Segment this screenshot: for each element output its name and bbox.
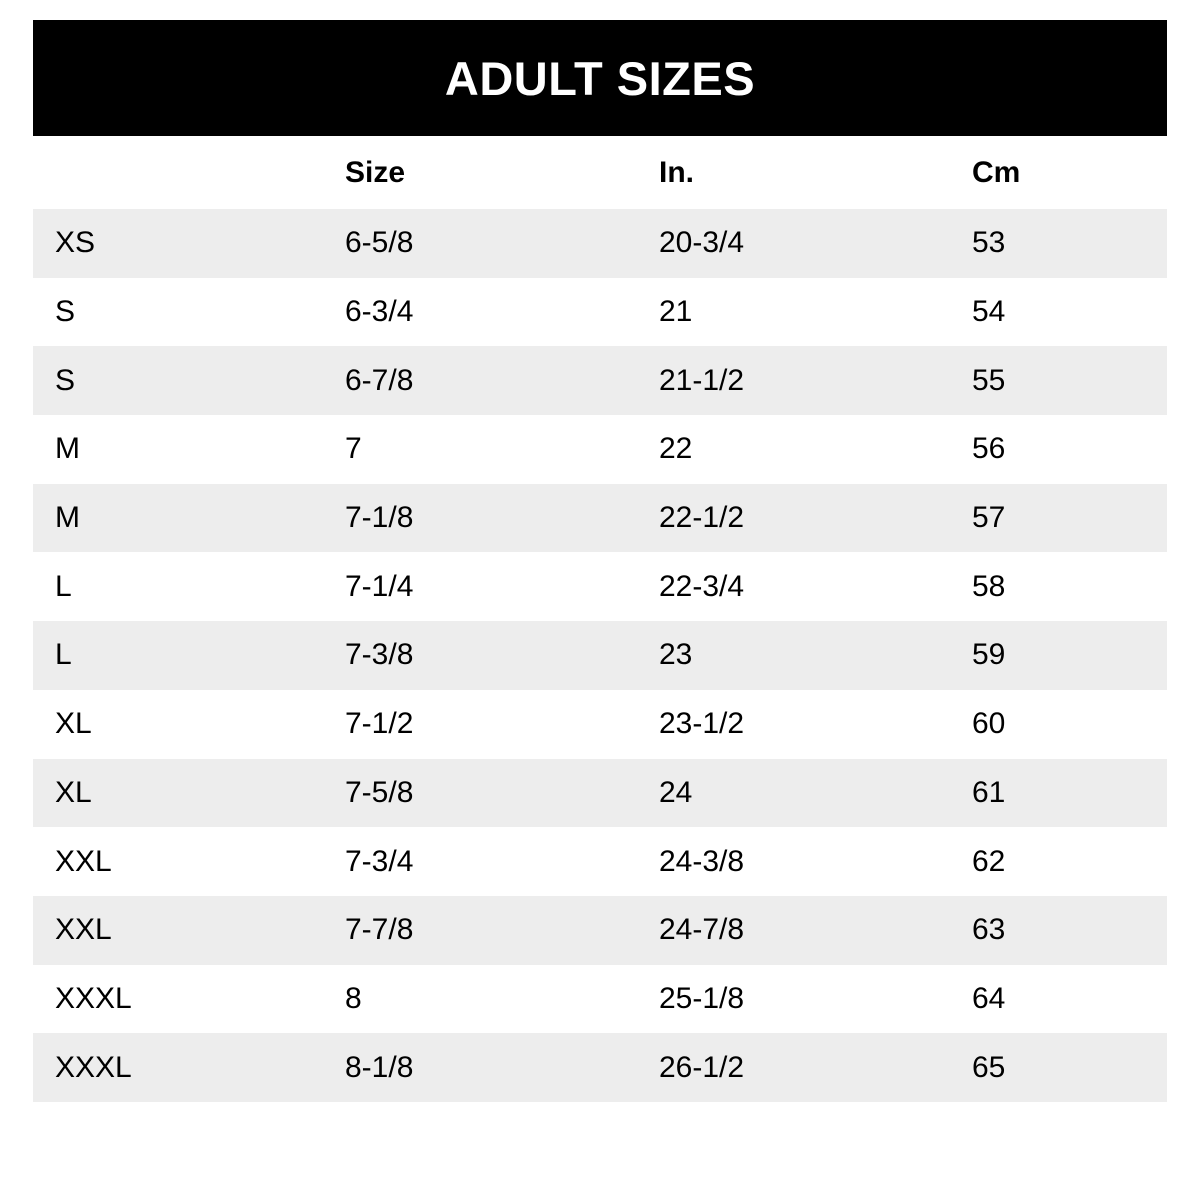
cell-cm: 63: [950, 895, 1167, 965]
cell-inches: 24-3/8: [637, 827, 950, 896]
table-body: XS 6-5/8 20-3/4 53 S 6-3/4 21 54 S 6-7/8 21-1/2 55 M…: [33, 209, 1167, 1102]
cell-cm: 61: [950, 758, 1167, 828]
chart-title: ADULT SIZES: [444, 51, 756, 105]
cell-size: 8: [323, 964, 637, 1034]
cell-cm: 55: [950, 346, 1167, 416]
cell-size-label: L: [33, 621, 323, 690]
cell-inches: 23-1/2: [637, 689, 950, 759]
cell-size-label: XS: [33, 209, 323, 278]
cell-cm: 62: [950, 827, 1167, 896]
header-row: Size In. Cm: [33, 136, 1167, 209]
cell-inches: 22-1/2: [637, 483, 950, 553]
table-row: XL 7-5/8 24 61: [33, 758, 1167, 828]
cell-cm: 54: [950, 277, 1167, 347]
cell-size: 7-7/8: [323, 895, 637, 965]
cell-size-label: M: [33, 415, 323, 484]
table-row: M 7 22 56: [33, 415, 1167, 484]
cell-inches: 23: [637, 621, 950, 690]
cell-inches: 24: [637, 758, 950, 828]
cell-size: 7-3/4: [323, 827, 637, 896]
table-row: S 6-7/8 21-1/2 55: [33, 346, 1167, 416]
cell-size-label: S: [33, 346, 323, 416]
cell-cm: 60: [950, 689, 1167, 759]
cell-inches: 20-3/4: [637, 209, 950, 278]
cell-cm: 58: [950, 552, 1167, 622]
cell-size-label: XL: [33, 758, 323, 828]
table-row: L 7-1/4 22-3/4 58: [33, 552, 1167, 622]
table-row: S 6-3/4 21 54: [33, 277, 1167, 347]
column-header-size: Size: [323, 136, 637, 209]
cell-size: 6-5/8: [323, 209, 637, 278]
table-row: XXL 7-7/8 24-7/8 63: [33, 895, 1167, 965]
cell-size: 7: [323, 415, 637, 484]
cell-inches: 25-1/8: [637, 964, 950, 1034]
cell-size: 8-1/8: [323, 1033, 637, 1102]
cell-inches: 26-1/2: [637, 1033, 950, 1102]
cell-cm: 53: [950, 209, 1167, 278]
cell-cm: 64: [950, 964, 1167, 1034]
chart-title-banner: ADULT SIZES: [33, 20, 1167, 136]
table-row: XXXL 8 25-1/8 64: [33, 964, 1167, 1034]
column-header-inches: In.: [637, 136, 950, 209]
table-row: XL 7-1/2 23-1/2 60: [33, 689, 1167, 759]
cell-inches: 24-7/8: [637, 895, 950, 965]
cell-size-label: XXXL: [33, 1033, 323, 1102]
cell-size: 6-3/4: [323, 277, 637, 347]
table-row: XXXL 8-1/8 26-1/2 65: [33, 1033, 1167, 1102]
table-header: Size In. Cm: [33, 136, 1167, 209]
cell-inches: 22: [637, 415, 950, 484]
size-table: Size In. Cm XS 6-5/8 20-3/4 53 S 6-3/4 21 54 S 6-…: [33, 136, 1167, 1102]
cell-inches: 21: [637, 277, 950, 347]
cell-cm: 56: [950, 415, 1167, 484]
cell-size: 7-1/8: [323, 483, 637, 553]
cell-size: 7-1/4: [323, 552, 637, 622]
cell-cm: 57: [950, 483, 1167, 553]
cell-size: 7-3/8: [323, 621, 637, 690]
cell-size-label: XXL: [33, 827, 323, 896]
cell-size: 6-7/8: [323, 346, 637, 416]
cell-size: 7-1/2: [323, 689, 637, 759]
cell-cm: 65: [950, 1033, 1167, 1102]
cell-cm: 59: [950, 621, 1167, 690]
table-row: M 7-1/8 22-1/2 57: [33, 483, 1167, 553]
column-header-cm: Cm: [950, 136, 1167, 209]
cell-size-label: XL: [33, 689, 323, 759]
adult-sizes-chart: ADULT SIZES Size In. Cm XS 6-5/8 20-3/4 53 S…: [33, 20, 1167, 1102]
cell-size: 7-5/8: [323, 758, 637, 828]
table-row: XXL 7-3/4 24-3/8 62: [33, 827, 1167, 896]
cell-inches: 22-3/4: [637, 552, 950, 622]
cell-inches: 21-1/2: [637, 346, 950, 416]
cell-size-label: L: [33, 552, 323, 622]
table-row: L 7-3/8 23 59: [33, 621, 1167, 690]
column-header-size-label: [33, 136, 323, 209]
cell-size-label: XXXL: [33, 964, 323, 1034]
cell-size-label: S: [33, 277, 323, 347]
cell-size-label: M: [33, 483, 323, 553]
cell-size-label: XXL: [33, 895, 323, 965]
table-row: XS 6-5/8 20-3/4 53: [33, 209, 1167, 278]
